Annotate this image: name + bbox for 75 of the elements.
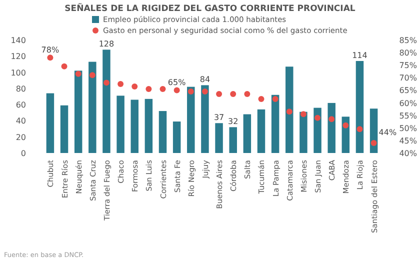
- bar: [187, 86, 195, 153]
- point: [328, 116, 335, 122]
- data-label: 44%: [378, 128, 397, 137]
- point: [342, 122, 349, 128]
- data-label: 84: [200, 75, 210, 84]
- y2-tick-label: 60%: [399, 98, 418, 108]
- point: [103, 80, 110, 86]
- bar: [370, 108, 378, 153]
- data-label: 114: [352, 50, 368, 60]
- point: [146, 86, 152, 92]
- bar: [342, 116, 350, 153]
- y2-tick-label: 80%: [399, 48, 418, 58]
- bar: [158, 111, 167, 153]
- bar: [130, 100, 138, 153]
- y-tick-label: 140: [10, 36, 26, 45]
- y2-tick-label: 50%: [399, 124, 418, 133]
- point: [174, 87, 180, 94]
- point: [272, 96, 278, 102]
- y2-tick-label: 70%: [399, 74, 418, 83]
- bar: [172, 122, 181, 153]
- point: [132, 83, 138, 90]
- y-tick-label: 100: [10, 68, 26, 78]
- bar: [74, 70, 82, 153]
- point: [47, 54, 54, 61]
- bar: [116, 96, 124, 153]
- bar: [102, 50, 110, 153]
- y2-tick-label: 75%: [399, 61, 418, 70]
- data-label: 37: [214, 113, 224, 122]
- bar: [243, 114, 252, 153]
- y-tick-label: 60: [16, 100, 26, 110]
- y-tick-label: 120: [10, 52, 26, 62]
- point: [61, 63, 68, 70]
- bar: [300, 112, 308, 153]
- y2-tick-label: 55%: [399, 111, 418, 120]
- bar: [201, 85, 209, 153]
- chart-title: SEÑALES DE LA RIGIDEZ DEL GASTO CORRIENTE PROVINCIAL: [64, 3, 356, 14]
- point: [258, 96, 264, 102]
- point: [89, 72, 96, 78]
- bar: [215, 123, 223, 153]
- point: [216, 90, 222, 97]
- bar: [88, 62, 96, 153]
- bar: [286, 66, 294, 153]
- bar: [257, 109, 266, 153]
- point: [160, 86, 166, 92]
- bar: [271, 94, 280, 153]
- y2-tick-label: 45%: [399, 136, 418, 146]
- bar: [46, 93, 54, 153]
- y-tick-label: 20: [16, 132, 26, 142]
- y-tick-label: 0: [20, 149, 26, 158]
- data-label: 128: [98, 40, 114, 49]
- y2-tick-label: 65%: [399, 86, 418, 96]
- y-tick-label: 80: [16, 84, 26, 94]
- point: [202, 88, 208, 94]
- point: [230, 90, 236, 97]
- point: [286, 108, 292, 115]
- point: [75, 70, 82, 77]
- bar: [229, 127, 237, 153]
- point: [118, 80, 124, 87]
- bar: [314, 108, 322, 153]
- point: [300, 111, 306, 118]
- bar: [328, 102, 336, 153]
- bar: [144, 98, 153, 153]
- data-label: 32: [228, 117, 238, 126]
- y-tick-label: 40: [16, 116, 26, 126]
- point: [188, 88, 194, 94]
- bar: [356, 60, 364, 153]
- point: [356, 126, 363, 132]
- point: [244, 90, 250, 97]
- y2-tick-label: 40%: [399, 149, 418, 158]
- point: [370, 140, 377, 146]
- data-label: 78%: [41, 46, 60, 55]
- y2-tick-label: 85%: [399, 36, 418, 45]
- bar: [60, 105, 68, 153]
- data-label: 65%: [168, 78, 186, 88]
- point: [314, 114, 321, 121]
